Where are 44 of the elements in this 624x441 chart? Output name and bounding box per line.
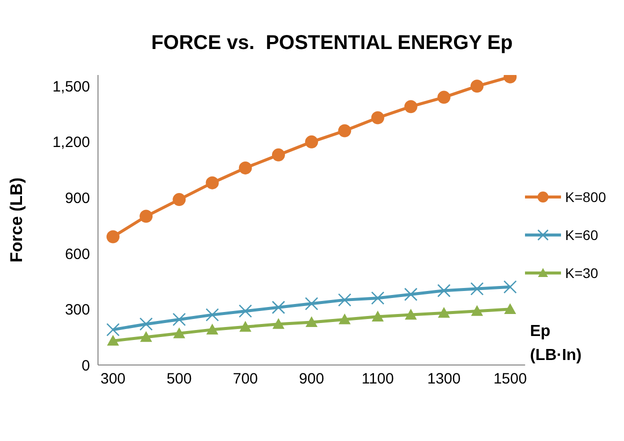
legend-label: K=60	[565, 227, 598, 243]
y-tick-label: 300	[64, 302, 90, 319]
y-axis-title: Force (LB)	[7, 178, 26, 262]
point	[106, 230, 120, 244]
point	[172, 193, 186, 206]
y-tick-label: 0	[82, 357, 90, 374]
x-tick-label: 1100	[362, 370, 394, 388]
point	[338, 124, 352, 138]
point	[504, 303, 516, 314]
point	[272, 148, 285, 162]
legend-label: K=800	[565, 189, 606, 205]
y-tick-label: 1,500	[52, 78, 90, 96]
point	[404, 100, 418, 114]
y-tick-label: 600	[64, 246, 90, 263]
point	[238, 161, 252, 174]
point	[173, 327, 186, 338]
point	[206, 176, 219, 190]
chart-title: FORCE vs. POSTENTIAL ENERGY Ep	[150, 32, 514, 55]
point	[107, 334, 119, 346]
point	[371, 111, 384, 124]
x-tick-label: 900	[299, 370, 324, 388]
x-tick-label: 500	[166, 370, 192, 388]
legend-label: K=30	[565, 265, 598, 281]
point	[372, 310, 384, 322]
x-tick-label: 300	[100, 370, 126, 388]
point	[206, 324, 218, 334]
point	[239, 320, 252, 332]
point	[438, 306, 450, 318]
point	[404, 308, 417, 320]
point	[272, 318, 284, 329]
x-tick-label: 1300	[427, 370, 461, 388]
point	[305, 135, 318, 148]
x-axis-title: Ep (LB·In)	[530, 322, 582, 366]
point	[471, 305, 484, 316]
point	[338, 313, 351, 324]
point	[140, 331, 152, 342]
y-tick-label: 1,200	[52, 134, 90, 152]
y-tick-label: 900	[64, 190, 90, 208]
x-tick-label: 1500	[493, 370, 527, 388]
point	[140, 210, 153, 223]
point	[470, 80, 484, 93]
point	[306, 316, 318, 328]
point	[437, 90, 450, 104]
x-tick-label: 700	[232, 370, 258, 388]
